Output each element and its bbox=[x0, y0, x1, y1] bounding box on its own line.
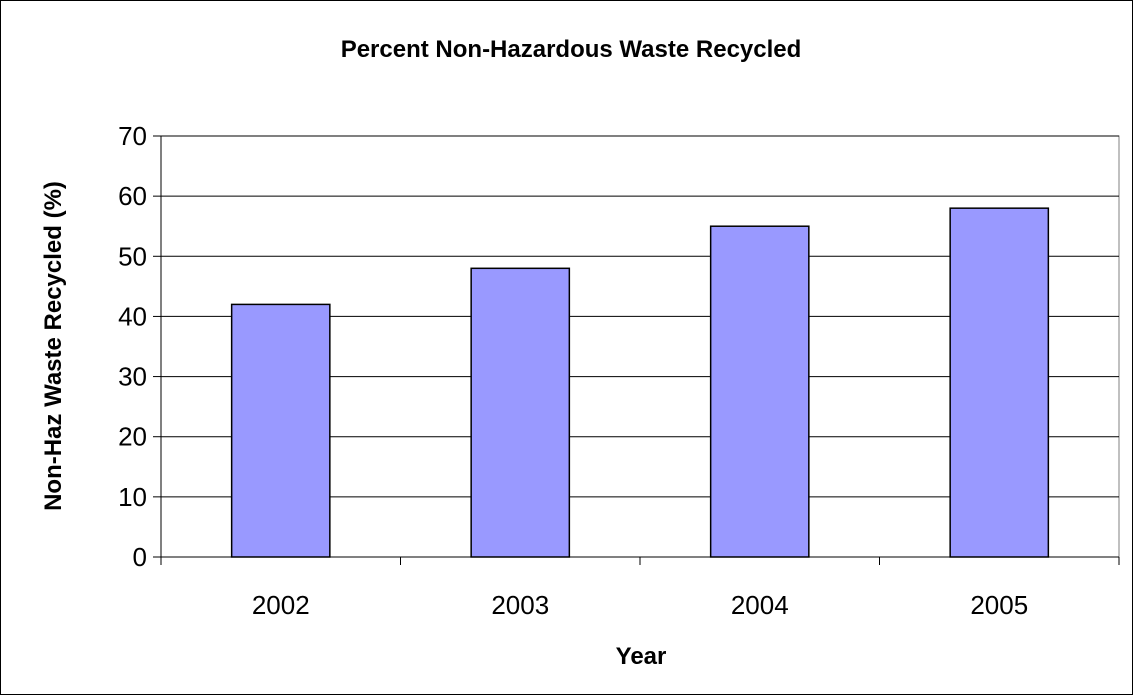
bar-2003 bbox=[470, 267, 571, 558]
bar-2004 bbox=[709, 225, 810, 558]
y-tick-label: 60 bbox=[118, 181, 147, 211]
x-tick-label: 2005 bbox=[970, 590, 1028, 620]
y-tick-labels: 0 10 20 30 40 50 60 70 bbox=[118, 121, 147, 572]
x-tick-label: 2003 bbox=[491, 590, 549, 620]
chart-title: Percent Non-Hazardous Waste Recycled bbox=[341, 36, 802, 63]
bar-2005 bbox=[949, 207, 1050, 558]
y-tick-label: 40 bbox=[118, 301, 147, 331]
x-tick-label: 2004 bbox=[731, 590, 789, 620]
y-tick-label: 0 bbox=[133, 542, 147, 572]
y-tick-label: 20 bbox=[118, 422, 147, 452]
y-tick-label: 30 bbox=[118, 362, 147, 392]
x-axis-title: Year bbox=[616, 643, 667, 670]
y-tick-label: 50 bbox=[118, 241, 147, 271]
x-tick-label: 2002 bbox=[252, 590, 310, 620]
x-tick-labels: 2002 2003 2004 2005 bbox=[252, 590, 1028, 620]
bar-2002 bbox=[230, 303, 331, 558]
bars bbox=[230, 207, 1050, 558]
axes bbox=[153, 135, 1120, 565]
y-tick-label: 10 bbox=[118, 482, 147, 512]
y-tick-label: 70 bbox=[118, 121, 147, 151]
y-axis-title: Non-Haz Waste Recycled (%) bbox=[40, 181, 67, 511]
